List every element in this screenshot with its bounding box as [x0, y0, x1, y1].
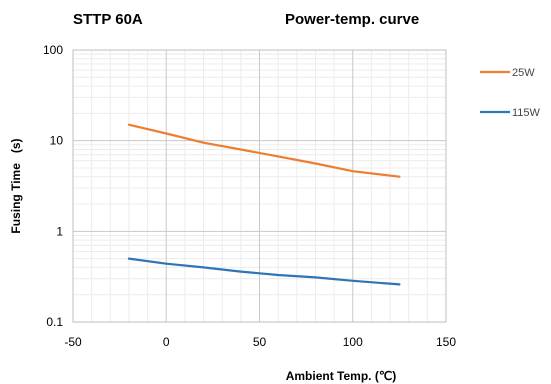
x-tick-label: 150 — [436, 335, 456, 349]
x-axis-title: Ambient Temp. (℃) — [286, 369, 397, 383]
series-line-115w — [127, 257, 401, 286]
legend-label-25w: 25W — [512, 67, 535, 79]
x-tick-label: 50 — [253, 335, 267, 349]
y-tick-label: 0.1 — [46, 315, 63, 329]
x-tick-label: -50 — [64, 335, 82, 349]
legend-label-115w: 115W — [512, 107, 541, 119]
x-tick-label: 0 — [163, 335, 170, 349]
plot-area-border — [72, 49, 447, 323]
y-tick-label: 10 — [50, 134, 64, 148]
y-axis-title: Fusing Time (s) — [9, 138, 23, 233]
y-tick-label: 100 — [43, 43, 63, 57]
legend: 25W 115W — [480, 67, 541, 119]
y-tick-labels: 0.1 1 10 100 — [43, 43, 63, 329]
chart-title-right: Power-temp. curve — [285, 11, 419, 28]
series-lines — [127, 123, 401, 286]
y-tick-label: 1 — [56, 224, 63, 238]
chart-title-left: STTP 60A — [73, 11, 143, 28]
x-tick-label: 100 — [343, 335, 363, 349]
series-line-25w — [127, 123, 401, 178]
x-tick-labels: -50 0 50 100 150 — [64, 335, 456, 349]
